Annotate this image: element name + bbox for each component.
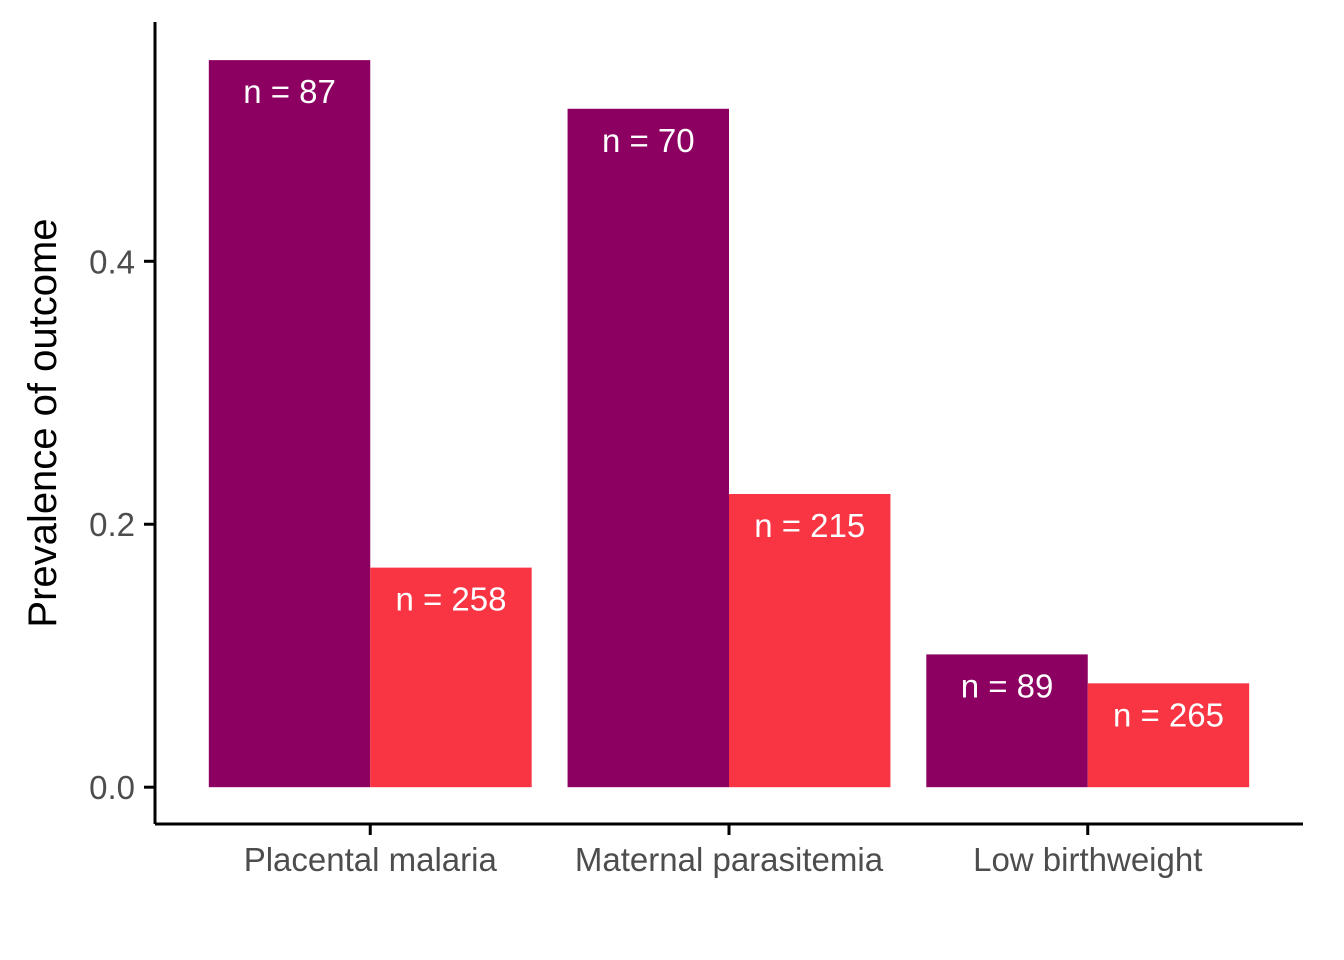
- bar-data-label: n = 215: [754, 507, 865, 544]
- bars: [208, 60, 1250, 788]
- y-tick-label: 0.2: [89, 506, 135, 543]
- bar: [729, 493, 891, 788]
- bar-data-label: n = 87: [243, 73, 336, 110]
- x-tick-label: Low birthweight: [973, 841, 1202, 878]
- bar-data-label: n = 70: [602, 122, 695, 159]
- y-axis-title: Prevalence of outcome: [21, 218, 65, 627]
- bar-data-label: n = 265: [1113, 696, 1224, 733]
- bar: [926, 654, 1088, 788]
- bar: [1087, 683, 1250, 788]
- bar: [370, 567, 532, 788]
- y-ticks: 0.0 0.2 0.4: [89, 243, 155, 806]
- x-tick-label: Placental malaria: [244, 841, 498, 878]
- x-tick-label: Maternal parasitemia: [575, 841, 884, 878]
- bar: [567, 108, 729, 788]
- bar-data-label: n = 89: [961, 667, 1054, 704]
- bar: [208, 60, 371, 788]
- bar-data-label: n = 258: [395, 581, 506, 618]
- x-ticks: Placental malaria Maternal parasitemia Low…: [244, 824, 1202, 878]
- y-tick-label: 0.0: [89, 769, 135, 806]
- bar-labels: n = 87 n = 258 n = 70 n = 215 n = 89 n = 265: [243, 73, 1224, 733]
- y-tick-label: 0.4: [89, 243, 135, 280]
